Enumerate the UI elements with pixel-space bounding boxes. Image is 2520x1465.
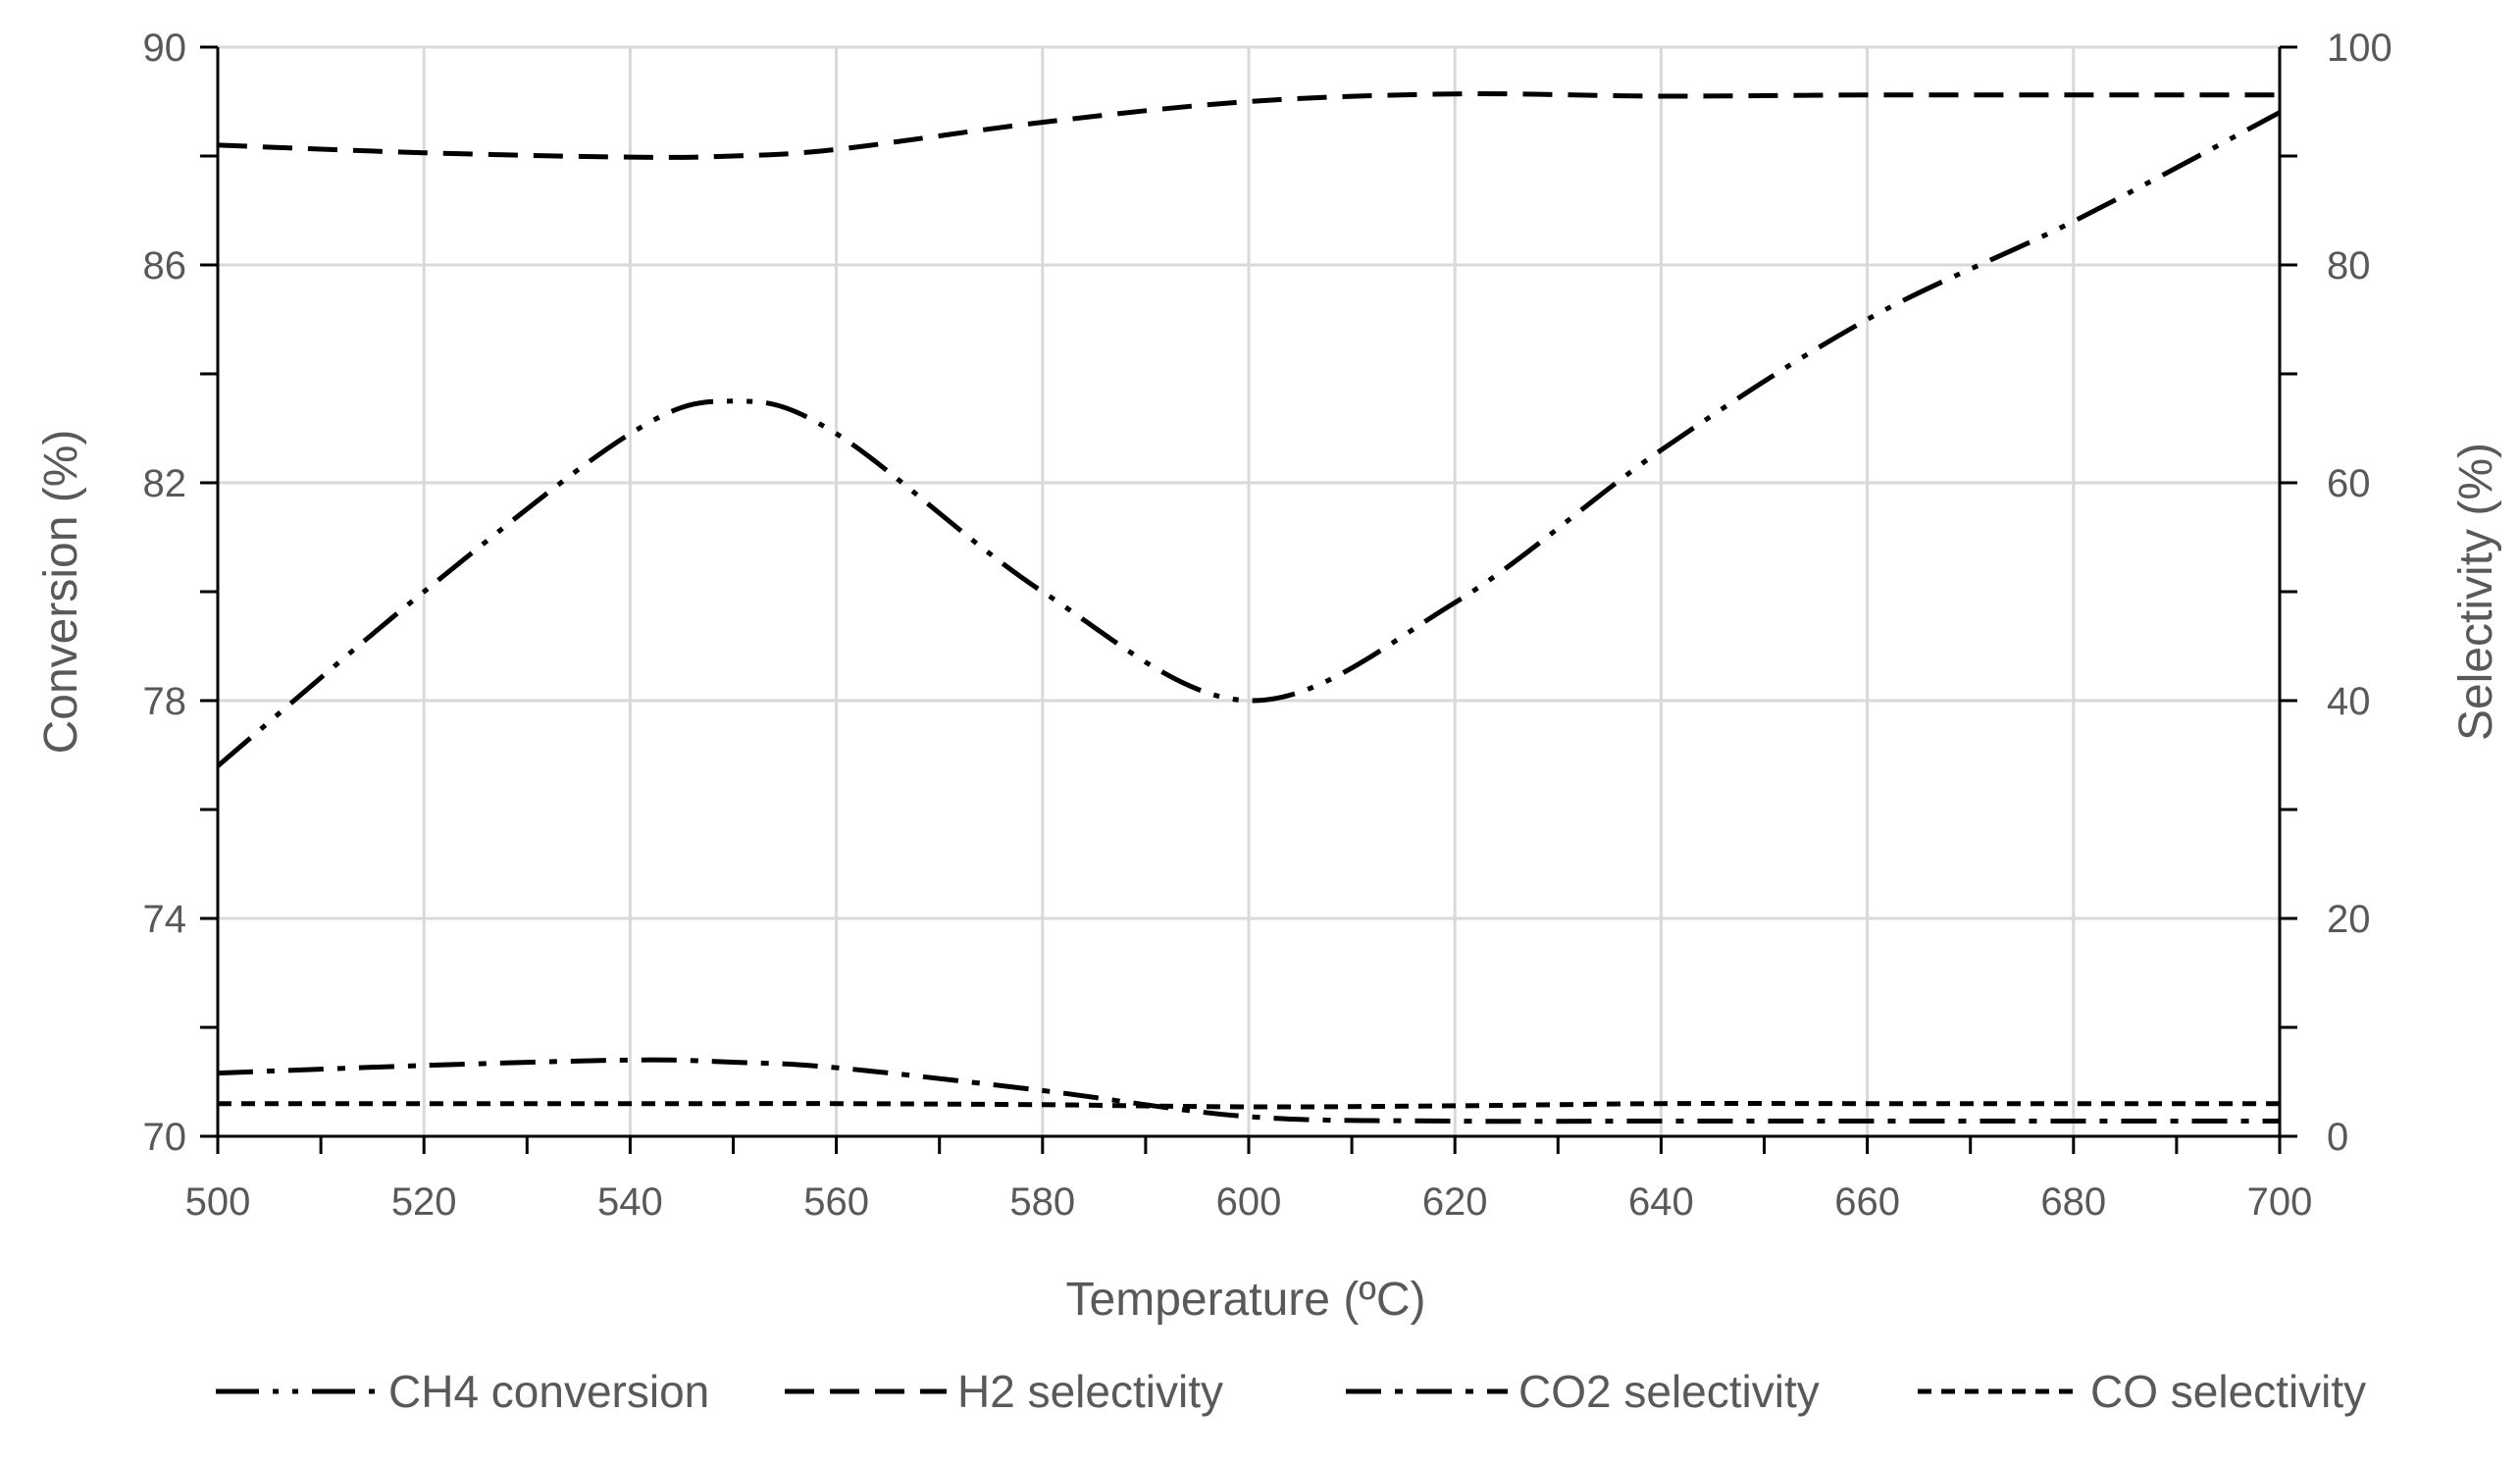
- legend-label-ch4-conversion: CH4 conversion: [388, 1366, 709, 1417]
- y-right-tick-label: 80: [2327, 244, 2371, 288]
- x-tick-label: 500: [185, 1180, 251, 1224]
- gridlines: [216, 45, 2282, 1138]
- y-right-tick-label: 100: [2327, 26, 2392, 70]
- legend-label-co-selectivity: CO selectivity: [2090, 1366, 2366, 1417]
- y-left-tick-label: 74: [143, 898, 187, 941]
- y-right-tick-label: 0: [2327, 1116, 2348, 1159]
- x-tick-label: 700: [2247, 1180, 2313, 1224]
- tick-labels: 500 520 540 560 580 600 620 640 660 680 7007074788…: [143, 26, 2392, 1224]
- x-tick-label: 680: [2040, 1180, 2106, 1224]
- x-tick-label: 540: [597, 1180, 663, 1224]
- y-axis-left-title: Conversion (%): [35, 430, 87, 755]
- legend-label-h2-selectivity: H2 selectivity: [957, 1366, 1223, 1417]
- y-right-tick-label: 40: [2327, 680, 2371, 723]
- y-left-tick-label: 78: [143, 680, 187, 723]
- y-left-tick-label: 70: [143, 1116, 187, 1159]
- legend: CH4 conversion H2 selectivity CO2 selectiv…: [216, 1366, 2366, 1417]
- series-line-co2-selectivity: [217, 1057, 2280, 1125]
- series-line-h2-selectivity: [217, 91, 2280, 160]
- y-left-tick-label: 90: [143, 26, 187, 70]
- y-left-tick-label: 86: [143, 244, 187, 288]
- x-tick-label: 560: [803, 1180, 869, 1224]
- legend-label-co2-selectivity: CO2 selectivity: [1518, 1366, 1820, 1417]
- y-left-tick-label: 82: [143, 462, 187, 505]
- x-tick-label: 640: [1628, 1180, 1694, 1224]
- x-axis-title: Temperature (ºC): [1066, 1274, 1426, 1326]
- axes: [200, 45, 2297, 1154]
- y-axis-right-title: Selectivity (%): [2450, 443, 2502, 741]
- x-tick-label: 600: [1216, 1180, 1282, 1224]
- series-lines: [216, 91, 2282, 1125]
- y-right-tick-label: 20: [2327, 898, 2371, 941]
- x-tick-label: 580: [1009, 1180, 1075, 1224]
- x-tick-label: 620: [1422, 1180, 1488, 1224]
- x-tick-label: 520: [391, 1180, 457, 1224]
- x-tick-label: 660: [1834, 1180, 1900, 1224]
- y-right-tick-label: 60: [2327, 462, 2371, 505]
- series-line-ch4-conversion: [216, 110, 2282, 768]
